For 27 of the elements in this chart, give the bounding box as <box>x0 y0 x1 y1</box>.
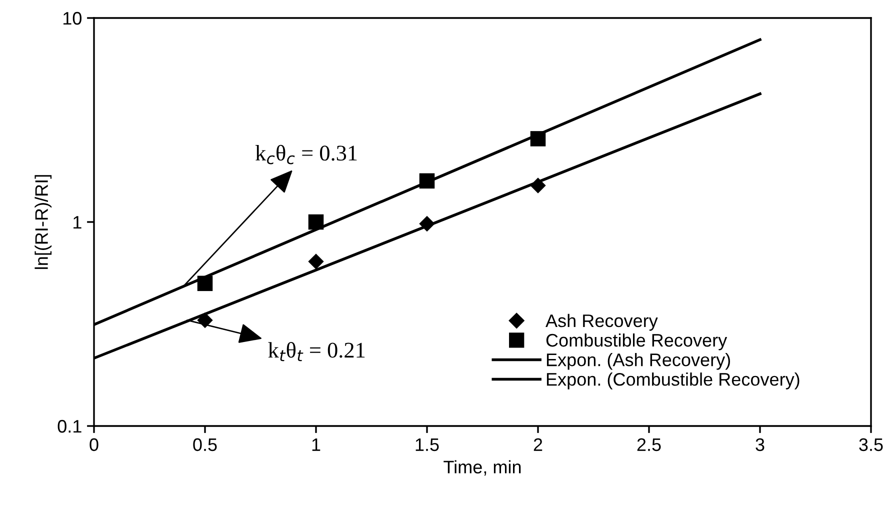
annotation: k$_{t}$θ$_{t}$ = 0.21 <box>268 342 365 362</box>
x-tick-label: 3.5 <box>859 438 883 452</box>
y-tick-label: 10 <box>63 12 82 25</box>
annotation: k$_{c}$θ$_{c}$ = 0.31 <box>255 144 357 164</box>
point <box>419 216 435 232</box>
x-tick-label: 2.5 <box>637 438 661 452</box>
legend-label: Ash Recovery <box>546 314 658 331</box>
y-tick-label: 0.1 <box>58 420 82 433</box>
point <box>419 173 435 189</box>
x-tick-label: 1.5 <box>416 438 439 452</box>
legend-label: Expon. (Combustible Recovery) <box>546 372 800 390</box>
point <box>197 312 213 328</box>
legend-label: Expon. (Ash Recovery) <box>546 352 730 370</box>
y-tick-label: 1 <box>74 216 82 229</box>
x-tick-label: 0 <box>90 438 98 452</box>
x-tick-label: 1 <box>312 438 320 451</box>
x-tick-label: 0.5 <box>193 438 217 452</box>
point <box>197 276 213 292</box>
point <box>530 131 546 146</box>
point <box>530 178 546 194</box>
point <box>308 214 324 230</box>
point <box>308 254 324 270</box>
x-tick-label: 3 <box>756 438 764 452</box>
legend-label: Combustible Recovery <box>546 333 728 350</box>
x-axis-title: Time, min <box>444 460 521 476</box>
y-axis-title: ln[(RI-R)/RI] <box>34 175 52 269</box>
x-tick-label: 2 <box>534 438 542 451</box>
